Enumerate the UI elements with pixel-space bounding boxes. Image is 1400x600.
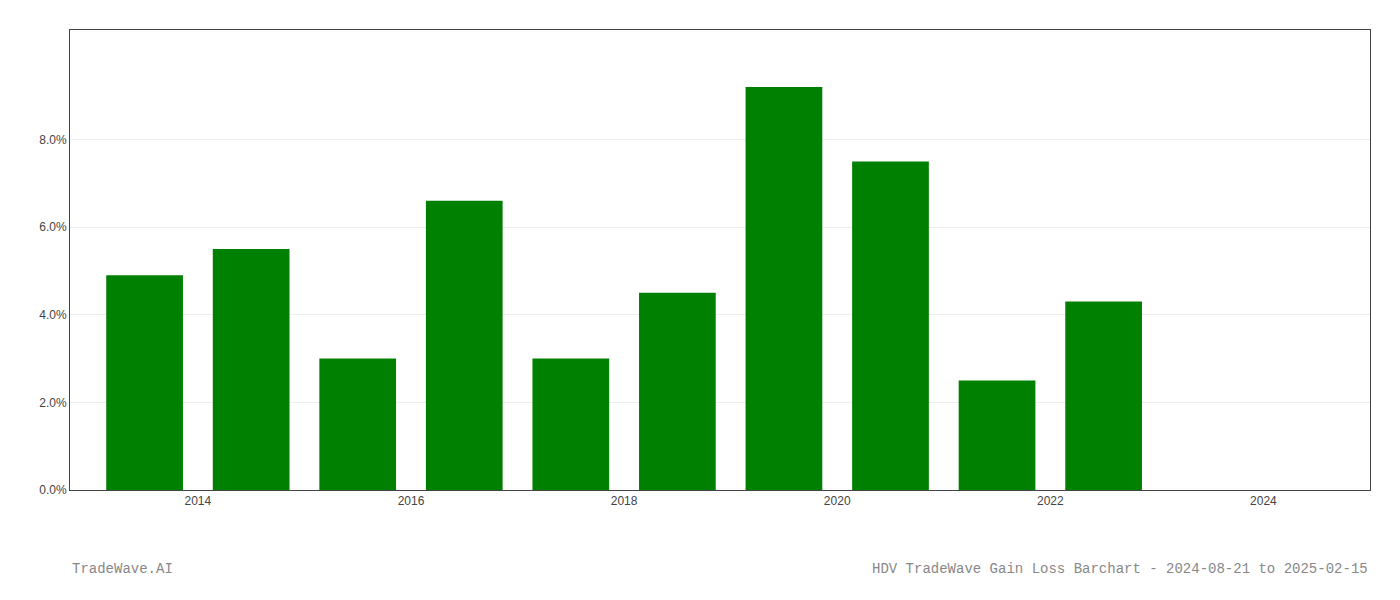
svg-text:TradeWave.AI: TradeWave.AI <box>72 561 173 577</box>
svg-text:HDV TradeWave Gain Loss Barcha: HDV TradeWave Gain Loss Barchart - 2024-… <box>872 561 1368 577</box>
svg-text:2024: 2024 <box>1250 494 1277 508</box>
svg-text:8.0%: 8.0% <box>39 133 67 147</box>
svg-text:2014: 2014 <box>185 494 212 508</box>
svg-text:4.0%: 4.0% <box>39 308 67 322</box>
svg-text:2018: 2018 <box>611 494 638 508</box>
svg-text:2016: 2016 <box>398 494 425 508</box>
svg-text:0.0%: 0.0% <box>39 483 67 497</box>
svg-text:2.0%: 2.0% <box>39 396 67 410</box>
svg-text:2022: 2022 <box>1037 494 1064 508</box>
svg-text:6.0%: 6.0% <box>39 220 67 234</box>
svg-text:2020: 2020 <box>824 494 851 508</box>
